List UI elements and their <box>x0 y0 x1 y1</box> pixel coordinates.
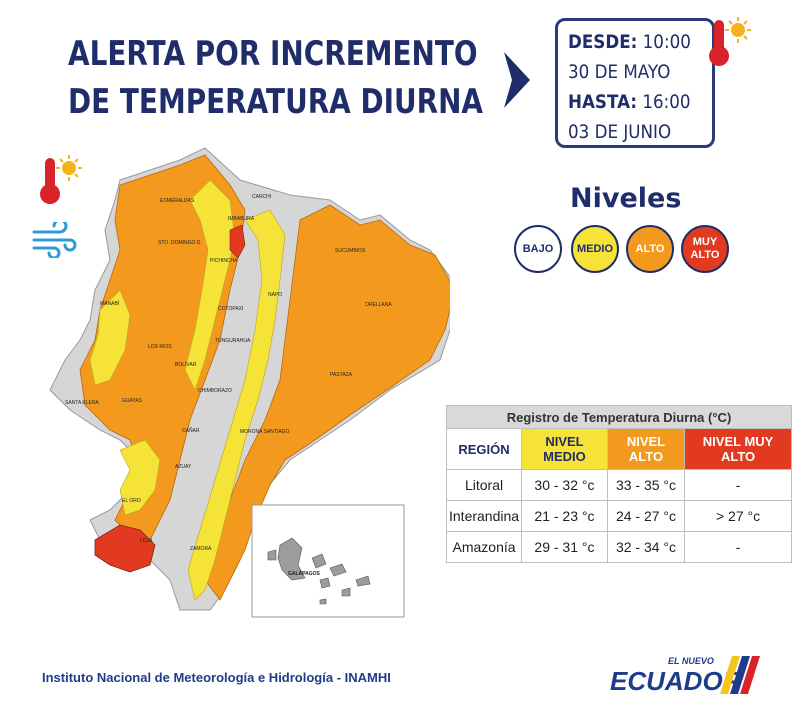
prov-label: STO. DOMINGO D. <box>158 240 202 246</box>
cell-region: Amazonía <box>445 531 523 563</box>
prov-label: ESMERALDAS <box>160 198 195 204</box>
region-muy-alto-loja <box>94 524 156 573</box>
prov-label: SANTA ELENA <box>65 400 99 406</box>
temperature-table: Registro de Temperatura Diurna (°C) REGI… <box>445 405 792 563</box>
cell-muy-alto: - <box>684 531 792 563</box>
level-muy-alto: MUY ALTO <box>681 225 729 273</box>
prov-label: PICHINCHA <box>210 258 238 264</box>
desde-date: 30 DE MAYO <box>568 61 671 83</box>
region-medio-4 <box>89 289 131 386</box>
prov-label-galapagos: GALÁPAGOS <box>288 570 321 577</box>
logo-main: ECUADOR <box>610 666 742 696</box>
prov-label: CARCHI <box>252 194 271 200</box>
chevron-right-icon <box>504 52 530 108</box>
page-title: ALERTA POR INCREMENTO DE TEMPERATURA DIU… <box>68 30 483 126</box>
title-line1-bold: INCREMENTO <box>270 34 478 74</box>
region-medio-2 <box>187 209 286 601</box>
desde-time: 10:00 <box>642 31 691 53</box>
prov-label: PASTAZA <box>330 372 353 378</box>
prov-label: MORONA SANTIAGO <box>240 429 290 435</box>
prov-label: ZAMORA <box>190 546 212 552</box>
desde-label: DESDE: <box>568 31 638 53</box>
levels-title: Niveles <box>570 183 682 214</box>
prov-label: CAÑAR <box>182 427 200 434</box>
cell-muy-alto: > 27 °c <box>684 500 792 532</box>
cell-region: Litoral <box>445 469 523 501</box>
prov-label: IMBABURA <box>228 216 255 222</box>
table-row: Interandina 21 - 23 °c 24 - 27 °c > 27 °… <box>445 500 792 532</box>
prov-label: CHIMBORAZO <box>198 388 232 394</box>
table-caption: Registro de Temperatura Diurna (°C) <box>446 405 792 429</box>
region-muy-alto-imbabura <box>229 224 246 259</box>
cell-medio: 29 - 31 °c <box>521 531 608 563</box>
table-row: Amazonía 29 - 31 °c 32 - 34 °c - <box>445 531 792 563</box>
cell-muy-alto: - <box>684 469 792 501</box>
title-line1-regular: ALERTA POR <box>68 34 271 74</box>
hasta-time: 16:00 <box>642 91 691 113</box>
prov-label: LOJA <box>140 538 153 544</box>
prov-label: SUCUMBIOS <box>335 248 366 254</box>
header-medio: NIVEL MEDIO <box>521 428 608 470</box>
header-region: REGIÓN <box>445 428 523 470</box>
thermometer-sun-icon <box>709 17 751 66</box>
ecuador-temperature-map: ESMERALDAS CARCHI IMBABURA SUCUMBIOS PIC… <box>49 147 450 618</box>
prov-label: GUAYAS <box>122 398 143 404</box>
title-line2: DE TEMPERATURA DIURNA <box>68 82 484 122</box>
prov-label: AZUAY <box>175 464 192 470</box>
prov-label: COTOPAXI <box>218 306 243 312</box>
table-row: Litoral 30 - 32 °c 33 - 35 °c - <box>445 469 792 501</box>
thermometer-sun-icon-left <box>40 155 82 204</box>
hasta-date: 03 DE JUNIO <box>568 121 672 143</box>
cell-alto: 33 - 35 °c <box>606 469 686 501</box>
cell-medio: 21 - 23 °c <box>521 500 608 532</box>
galapagos-islands <box>267 537 371 605</box>
hasta-label: HASTA: <box>568 91 638 113</box>
region-amazonia-alto <box>204 204 450 601</box>
cell-region: Interandina <box>445 500 523 532</box>
header-alto: NIVEL ALTO <box>606 428 686 470</box>
level-medio: MEDIO <box>571 225 619 273</box>
prov-label: BOLÍVAR <box>175 361 197 368</box>
logo-top: EL NUEVO <box>668 656 714 666</box>
prov-label: EL ORO <box>122 498 141 504</box>
region-medio-3 <box>119 439 161 516</box>
wind-icon <box>32 222 77 258</box>
prov-label: NAPO <box>268 292 282 298</box>
level-bajo: BAJO <box>514 225 562 273</box>
prov-label: TUNGURAHUA <box>215 338 251 344</box>
date-range-box: DESDE: 10:00 30 DE MAYO HASTA: 16:00 03 … <box>555 18 715 148</box>
level-alto: ALTO <box>626 225 674 273</box>
cell-alto: 24 - 27 °c <box>606 500 686 532</box>
cell-alto: 32 - 34 °c <box>606 531 686 563</box>
footer-institution: Instituto Nacional de Meteorología e Hid… <box>42 670 391 685</box>
el-nuevo-ecuador-logo: EL NUEVO ECUADOR <box>610 656 760 696</box>
region-medio-1 <box>184 179 236 391</box>
prov-label: LOS RÍOS <box>148 343 172 350</box>
prov-label: ORELLANA <box>365 302 392 308</box>
galapagos-inset <box>251 504 405 618</box>
header-muy-alto: NIVEL MUY ALTO <box>684 428 792 470</box>
prov-label: MANABÍ <box>100 300 120 307</box>
cell-medio: 30 - 32 °c <box>521 469 608 501</box>
